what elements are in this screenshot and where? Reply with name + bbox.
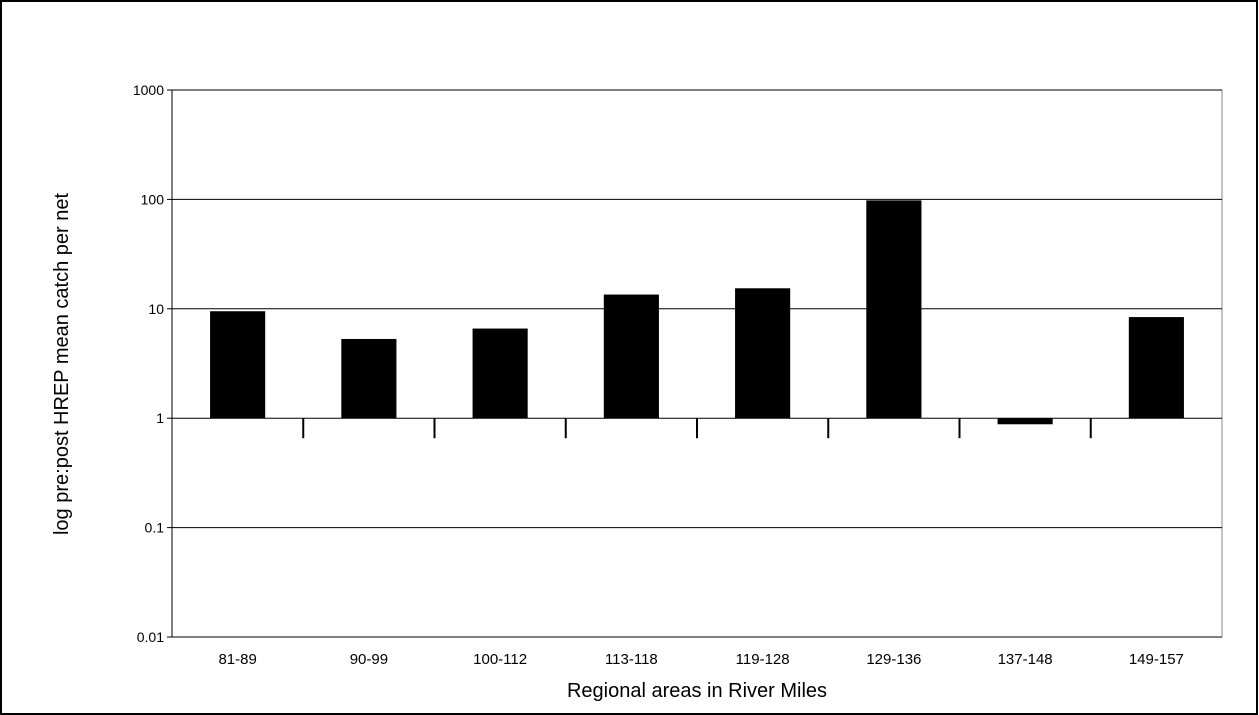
bar (341, 338, 397, 419)
bar (735, 288, 791, 419)
bar (866, 200, 922, 419)
y-axis-title: log pre:post HREP mean catch per net (51, 193, 73, 535)
x-tick-label: 149-157 (1129, 651, 1184, 668)
x-tick-label: 129-136 (866, 651, 921, 668)
x-tick-label: 119-128 (736, 651, 790, 668)
bar (472, 328, 528, 419)
bar (1128, 317, 1184, 419)
y-tick-label: 1000 (133, 82, 164, 98)
bar (210, 311, 266, 419)
y-tick-label: 10 (148, 301, 164, 317)
y-tick-label: 0.01 (137, 629, 164, 645)
x-tick-label: 137-148 (998, 651, 1053, 668)
y-tick-label: 1 (156, 410, 164, 426)
y-tick-label: 100 (141, 191, 165, 207)
bar (603, 294, 659, 419)
x-tick-label: 100-112 (473, 651, 527, 668)
x-axis-title: Regional areas in River Miles (567, 680, 827, 702)
bar (997, 418, 1053, 425)
y-tick-label: 0.1 (145, 520, 165, 536)
x-tick-label: 81-89 (218, 651, 256, 668)
x-tick-label: 90-99 (350, 651, 388, 668)
x-tick-label: 113-118 (605, 651, 658, 668)
